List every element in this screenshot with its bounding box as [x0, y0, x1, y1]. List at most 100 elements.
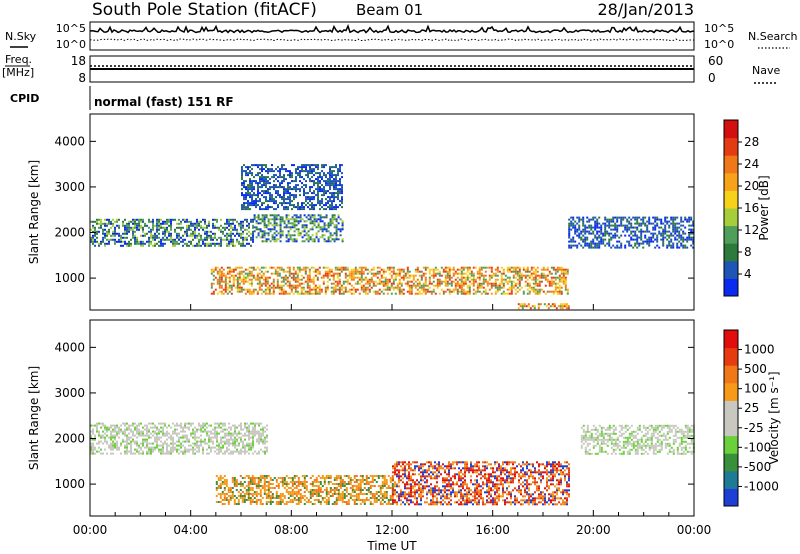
heatmap-cell: [690, 228, 693, 231]
heatmap-cell: [124, 444, 126, 447]
heatmap-cell: [138, 432, 140, 435]
heatmap-cell: [162, 226, 164, 229]
heatmap-cell: [106, 430, 108, 433]
heatmap-cell: [372, 280, 375, 283]
heatmap-cell: [215, 483, 218, 485]
heatmap-cell: [580, 436, 583, 439]
heatmap-cell: [230, 268, 233, 271]
heatmap-cell: [172, 436, 174, 439]
heatmap-cell: [334, 284, 337, 287]
heatmap-cell: [288, 274, 291, 277]
heatmap-cell: [168, 224, 170, 227]
heatmap-cell: [206, 236, 208, 239]
heatmap-cell: [166, 452, 168, 455]
heatmap-cell: [676, 238, 679, 241]
heatmap-cell: [263, 176, 265, 179]
heatmap-cell: [388, 272, 391, 275]
heatmap-cell: [104, 242, 106, 245]
heatmap-cell: [514, 288, 517, 291]
heatmap-cell: [146, 434, 148, 437]
heatmap-cell: [534, 280, 537, 283]
heatmap-cell: [293, 214, 296, 217]
heatmap-cell: [543, 303, 546, 306]
heatmap-cell: [216, 278, 219, 281]
heatmap-cell: [456, 272, 459, 275]
heatmap-cell: [664, 442, 667, 445]
heatmap-cell: [134, 240, 136, 243]
heatmap-cell: [598, 438, 601, 441]
heatmap-cell: [634, 434, 637, 437]
heatmap-cell: [178, 236, 180, 239]
heatmap-cell: [366, 272, 369, 275]
heatmap-cell: [418, 282, 421, 285]
heatmap-cell: [168, 452, 170, 455]
heatmap-cell: [454, 284, 457, 287]
heatmap-cell: [202, 440, 204, 443]
heatmap-cell: [416, 278, 419, 281]
heatmap-cell: [295, 172, 297, 175]
heatmap-cell: [636, 226, 639, 229]
heatmap-cell: [506, 268, 509, 271]
heatmap-cell: [186, 426, 188, 429]
heatmap-cell: [236, 272, 239, 275]
heatmap-cell: [348, 290, 351, 293]
heatmap-cell: [162, 430, 164, 433]
heatmap-cell: [269, 192, 271, 195]
heatmap-cell: [250, 284, 253, 287]
heatmap-cell: [234, 234, 236, 237]
heatmap-cell: [510, 286, 513, 289]
heatmap-cell: [319, 204, 321, 207]
colorbar-segment: [724, 260, 738, 279]
heatmap-cell: [462, 284, 465, 287]
heatmap-cell: [630, 442, 633, 445]
heatmap-cell: [552, 276, 555, 279]
heatmap-cell: [292, 276, 295, 279]
heatmap-cell: [516, 270, 519, 273]
heatmap-cell: [364, 286, 367, 289]
heatmap-cell: [164, 434, 166, 437]
heatmap-cell: [308, 276, 311, 279]
heatmap-cell: [440, 266, 443, 269]
heatmap-cell: [376, 270, 379, 273]
heatmap-cell: [226, 288, 229, 291]
heatmap-cell: [257, 182, 259, 185]
heatmap-cell: [656, 244, 659, 247]
heatmap-cell: [526, 292, 529, 295]
heatmap-cell: [692, 242, 695, 245]
heatmap-cell: [126, 236, 128, 239]
heatmap-cell: [514, 266, 517, 269]
heatmap-cell: [305, 216, 308, 219]
heatmap-cell: [336, 276, 339, 279]
heatmap-cell: [548, 290, 551, 293]
heatmap-cell: [287, 226, 290, 229]
heatmap-cell: [270, 266, 273, 269]
heatmap-cell: [184, 440, 186, 443]
heatmap-cell: [486, 282, 489, 285]
heatmap-cell: [215, 481, 218, 483]
heatmap-cell: [670, 234, 673, 237]
heatmap-cell: [190, 434, 192, 437]
heatmap-cell: [224, 450, 226, 453]
heatmap-cell: [182, 234, 184, 237]
heatmap-cell: [636, 246, 639, 249]
heatmap-cell: [102, 452, 104, 455]
heatmap-cell: [327, 172, 329, 175]
heatmap-cell: [602, 240, 605, 243]
heatmap-cell: [226, 220, 228, 223]
heatmap-cell: [224, 440, 226, 443]
heatmap-cell: [542, 290, 545, 293]
heatmap-cell: [170, 236, 172, 239]
heatmap-cell: [254, 450, 256, 453]
heatmap-cell: [540, 288, 543, 291]
heatmap-cell: [232, 276, 235, 279]
heatmap-cell: [358, 292, 361, 295]
heatmap-cell: [214, 266, 217, 269]
heatmap-cell: [682, 238, 685, 241]
heatmap-cell: [538, 288, 541, 291]
heatmap-cell: [606, 440, 609, 443]
heatmap-cell: [305, 196, 307, 199]
heatmap-cell: [294, 272, 297, 275]
heatmap-cell: [253, 164, 255, 167]
heatmap-cell: [261, 186, 263, 189]
heatmap-cell: [496, 278, 499, 281]
